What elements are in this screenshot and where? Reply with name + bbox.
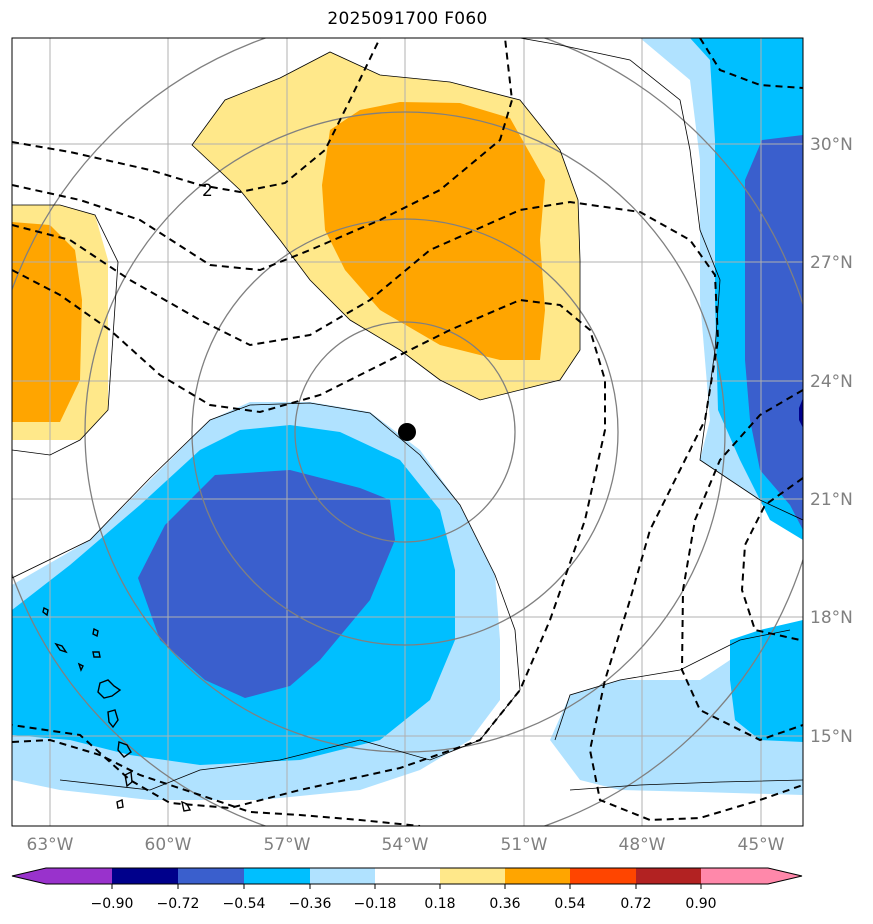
contour-label: 2 <box>202 181 213 201</box>
colorbar-swatch <box>440 868 505 884</box>
colorbar-swatch <box>375 868 440 884</box>
island-coastlines <box>42 606 192 812</box>
colorbar-swatch <box>636 868 701 884</box>
colorbar-label: 0.54 <box>554 896 585 912</box>
colorbar-swatch <box>112 868 178 884</box>
dashed-contours <box>12 38 803 826</box>
storm-center-marker <box>398 423 416 441</box>
map-plot-area: 2 <box>12 38 803 826</box>
negative-field-dark <box>138 135 803 698</box>
colorbar-outline <box>11 867 803 885</box>
colorbar-label: −0.72 <box>157 896 200 912</box>
longitude-labels: 63°W 60°W 57°W 54°W 51°W 48°W 45°W <box>27 835 785 855</box>
lon-label: 57°W <box>264 835 311 855</box>
lat-label: 24°N <box>810 372 853 392</box>
colorbar: −0.90 −0.72 −0.54 −0.36 −0.18 0.18 0.36 … <box>11 867 803 912</box>
colorbar-label: −0.18 <box>354 896 397 912</box>
lon-label: 60°W <box>145 835 192 855</box>
colorbar-label: 0.18 <box>424 896 455 912</box>
lon-label: 51°W <box>501 835 548 855</box>
negative-field-darkest <box>799 398 803 428</box>
map-frame <box>11 37 804 827</box>
lat-label: 21°N <box>810 490 853 510</box>
colorbar-label: −0.54 <box>223 896 266 912</box>
colorbar-swatch <box>46 868 112 884</box>
lon-label: 48°W <box>619 835 666 855</box>
colorbar-swatch <box>570 868 636 884</box>
colorbar-label: 0.36 <box>489 896 520 912</box>
colorbar-extend-low <box>12 868 46 884</box>
colorbar-swatch <box>244 868 310 884</box>
latitude-labels: 30°N 27°N 24°N 21°N 18°N 15°N <box>810 135 853 747</box>
colorbar-swatch <box>505 868 570 884</box>
colorbar-swatch <box>310 868 375 884</box>
figure-title: 2025091700 F060 <box>327 9 488 29</box>
lat-label: 30°N <box>810 135 853 155</box>
positive-field-medium <box>12 102 545 422</box>
graticule <box>12 38 803 826</box>
colorbar-label: 0.90 <box>685 896 716 912</box>
lat-label: 18°N <box>810 608 853 628</box>
lat-label: 27°N <box>810 253 853 273</box>
lon-label: 63°W <box>27 835 74 855</box>
lon-label: 45°W <box>738 835 785 855</box>
colorbar-extend-high <box>768 868 802 884</box>
thin-contours <box>12 38 803 791</box>
colorbar-swatch <box>178 868 244 884</box>
colorbar-label: −0.90 <box>91 896 134 912</box>
colorbar-swatch <box>701 868 768 884</box>
lon-label: 54°W <box>382 835 429 855</box>
colorbar-label: −0.36 <box>289 896 332 912</box>
range-rings <box>12 38 803 826</box>
colorbar-label: 0.72 <box>620 896 651 912</box>
lat-label: 15°N <box>810 727 853 747</box>
